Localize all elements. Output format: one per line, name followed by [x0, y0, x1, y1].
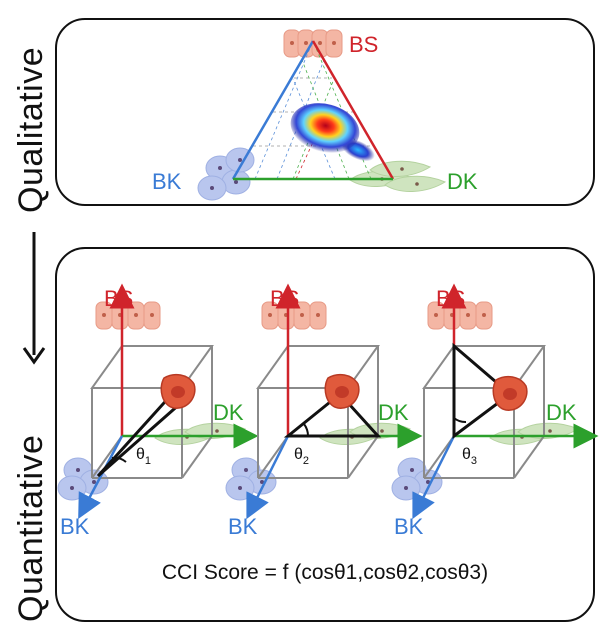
label-bk-cube3: BK [394, 514, 424, 539]
dk-cells-top [349, 160, 446, 192]
label-bs-cube3: BS [436, 286, 465, 311]
bs-cells-top [283, 29, 343, 58]
cube-2 [225, 283, 423, 520]
label-bk-top: BK [152, 169, 182, 194]
theta-2-label: θ2 [294, 446, 309, 467]
qualitative-panel [55, 18, 595, 206]
label-dk-top: DK [447, 169, 478, 194]
label-bs-cube1: BS [104, 286, 133, 311]
label-bk-cube2: BK [228, 514, 258, 539]
label-bs-cube2: BS [270, 286, 299, 311]
theta-3-label: θ3 [462, 446, 477, 467]
label-dk-cube2: DK [378, 400, 409, 425]
cci-score-formula: CCI Score = f (cosθ1,cosθ2,cosθ3) [161, 561, 489, 584]
ternary-diagram [197, 29, 446, 201]
ternary-edge-bk [231, 40, 315, 180]
label-bk-cube1: BK [60, 514, 90, 539]
down-arrow-head [22, 347, 46, 365]
label-dk-cube3: DK [546, 400, 577, 425]
cube-3 [391, 283, 599, 520]
theta-1-label: θ1 [136, 446, 151, 467]
cube-1 [57, 283, 259, 520]
label-bs-top: BS [349, 32, 378, 57]
ternary-edge-bs [311, 40, 395, 180]
density-heatmap [290, 103, 375, 162]
label-dk-cube1: DK [213, 400, 244, 425]
